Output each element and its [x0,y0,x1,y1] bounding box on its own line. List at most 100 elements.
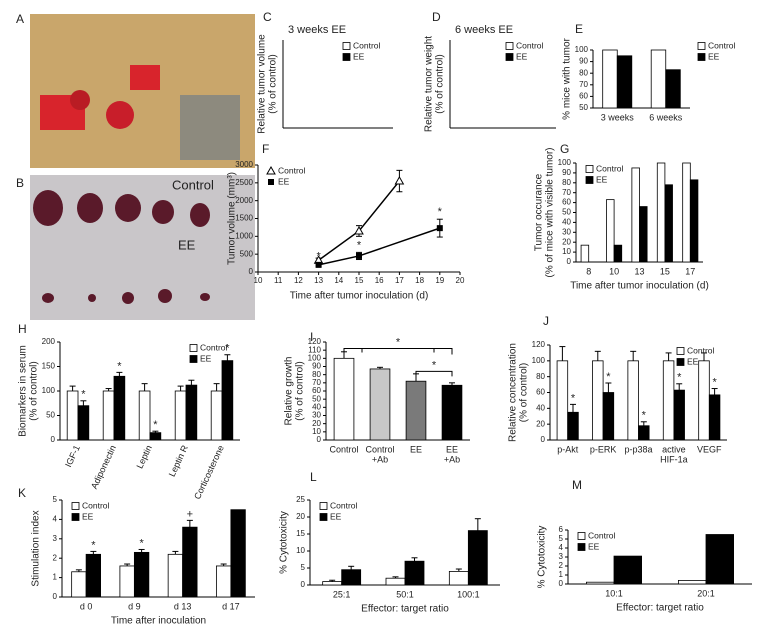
annotation: * [438,206,443,218]
y-axis-label: Tumor occurance [534,173,545,251]
x-tick-label: 10 [609,266,619,276]
y-tick-label: 60 [562,198,571,207]
panel-label: D [432,10,441,24]
legend-swatch [697,53,706,61]
legend-label: Control [353,40,381,50]
y-tick-label: 90 [562,168,571,177]
y-tick-label: 110 [308,345,321,354]
y-tick-label: 100 [575,45,589,54]
bar [606,199,615,263]
legend-swatch [319,502,328,510]
legend-swatch [577,543,586,551]
bar [215,565,232,598]
bar [71,571,87,598]
annotation: * [432,359,437,371]
y-tick-label: 100 [42,386,56,395]
y-tick-label: 90 [579,57,588,66]
y-axis-label: Relative tumor volume [257,34,268,134]
y-tick-label: 30 [312,411,321,420]
y-axis-label: Relative growth [284,357,295,426]
bar [586,581,615,585]
legend-label: EE [200,353,212,363]
bar [230,509,246,598]
x-tick-label: 20:1 [697,588,715,598]
x-tick-label: active [662,444,686,454]
bar [77,405,90,441]
legend-swatch [319,513,328,521]
y-tick-label: 20 [312,419,321,428]
y-tick-label: 10 [562,247,571,256]
y-tick-label: 3 [53,534,58,543]
x-tick-label: 11 [274,276,283,285]
x-tick-label: 18 [415,276,424,285]
bar [627,360,639,441]
x-tick-label: Control [329,444,358,454]
marker [436,225,443,232]
photo-b-tumors [33,190,210,304]
x-tick-label: 12 [294,276,303,285]
bar [678,580,707,585]
legend-swatch [189,355,198,363]
y-tick-label: 4 [53,515,58,524]
photo-a-object [180,95,240,160]
bar [441,384,463,441]
y-tick-label: 3 [559,552,564,561]
bar [221,360,234,441]
x-tick-label: 13 [314,276,323,285]
chart-title: 3 weeks EE [288,24,346,36]
legend-label: EE [278,176,290,186]
bar [85,553,102,598]
y-tick-label: 50 [562,208,571,217]
chart-title: 6 weeks EE [455,24,513,36]
panel-label: F [262,142,269,156]
photo-label: EE [178,237,196,252]
x-tick-label: 8 [586,266,591,276]
y-tick-label: 1 [53,573,58,582]
y-axis-label: (% of control) [435,54,446,113]
x-tick-label: 13 [634,266,644,276]
bar [149,432,162,441]
y-tick-label: 0 [567,257,572,266]
y-tick-label: 50 [46,411,55,420]
bar [708,394,721,441]
legend-swatch [697,42,706,50]
annotation: * [642,410,647,422]
legend-swatch [585,165,594,173]
annotation: * [712,376,717,388]
x-tick-label: 17 [395,276,404,285]
annotation: * [91,539,96,551]
bar [341,569,362,586]
x-tick-label: 16 [375,276,384,285]
y-tick-label: 6 [559,525,564,534]
legend-label: EE [687,356,699,366]
x-axis-label: Effector: target ratio [616,603,704,614]
x-tick-label: 14 [334,276,343,285]
bar [616,55,633,109]
x-tick-label: d 0 [80,601,93,611]
legend-label: Control [708,40,736,50]
x-tick-label: p-ERK [590,444,617,454]
x-tick-label: 15 [355,276,364,285]
panel-label: C [263,10,272,24]
bar [631,167,640,263]
legend-swatch [71,502,80,510]
photo-label: Control [172,177,214,192]
x-axis-label: Time after tumor inoculation (d) [290,291,429,302]
annotation: * [153,419,158,431]
y-tick-label: 80 [562,178,571,187]
y-tick-label: 2 [53,553,58,562]
legend-swatch [342,42,351,50]
y-tick-label: 20 [536,419,545,428]
bar [602,392,615,441]
bar [322,581,343,586]
y-axis-label: (% of control) [268,54,279,113]
x-tick-label: 15 [660,266,670,276]
bracket [343,348,453,355]
legend-label: Control [278,165,306,175]
bar [567,411,579,441]
x-tick-label: HIF-1a [660,454,688,464]
y-tick-label: 80 [536,372,545,381]
bar [333,357,355,441]
x-tick-label: Corticosterone [192,444,226,501]
legend-label: EE [353,51,365,61]
